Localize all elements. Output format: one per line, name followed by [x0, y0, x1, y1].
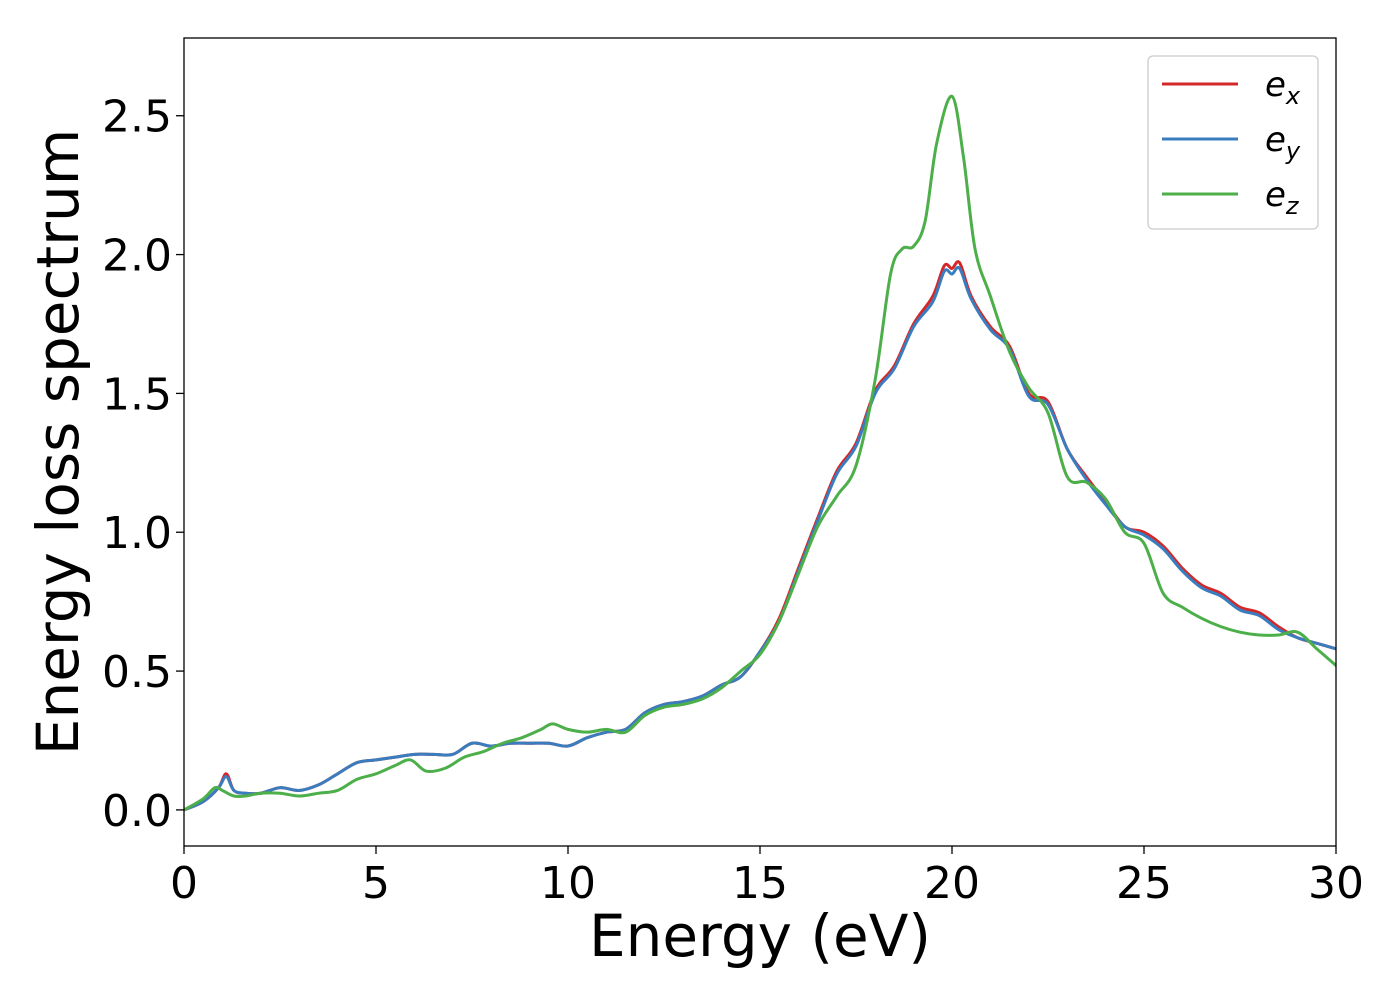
x-tick-label: 0 — [170, 858, 198, 909]
y-tick-label: 2.5 — [102, 92, 172, 143]
legend-frame — [1147, 55, 1319, 230]
y-tick-label: 0.5 — [102, 647, 172, 698]
legend-label-z: ez — [1265, 175, 1300, 220]
x-tick-label: 10 — [540, 858, 596, 909]
legend-label-y: ey — [1265, 120, 1301, 165]
x-tick-label: 30 — [1308, 858, 1364, 909]
x-tick-label: 5 — [362, 858, 390, 909]
x-tick-label: 15 — [732, 858, 788, 909]
x-axis-ticks: 0 5 10 15 20 25 30 — [170, 846, 1364, 909]
x-tick-label: 20 — [924, 858, 980, 909]
y-tick-label: 0.0 — [102, 786, 172, 837]
series-line-y — [184, 265, 1336, 812]
y-tick-label: 2.0 — [102, 231, 172, 282]
y-axis-ticks: 0.0 0.5 1.0 1.5 2.0 2.5 — [102, 92, 184, 837]
y-tick-label: 1.5 — [102, 369, 172, 420]
series-layer — [184, 94, 1336, 812]
series-line-z — [184, 94, 1336, 812]
y-tick-label: 1.0 — [102, 508, 172, 559]
x-axis-label: Energy (eV) — [589, 902, 931, 970]
legend: ex ey ez — [1147, 55, 1319, 230]
legend-label-x: ex — [1265, 65, 1301, 110]
plot-area-background — [184, 38, 1336, 846]
y-axis-label: Energy loss spectrum — [24, 129, 92, 755]
x-tick-label: 25 — [1116, 858, 1172, 909]
